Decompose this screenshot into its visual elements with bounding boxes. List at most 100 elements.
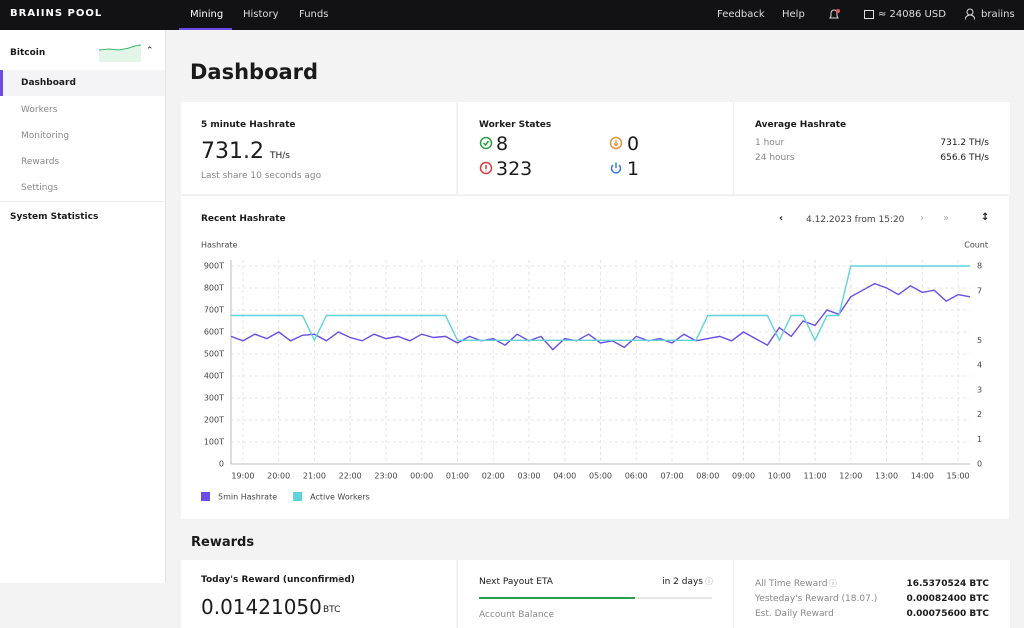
y-tick-label: 0 xyxy=(219,460,224,469)
x-tick-label: 00:00 xyxy=(410,472,433,481)
y-tick-label: 200T xyxy=(204,416,224,425)
dead-icon xyxy=(479,161,493,175)
dead-count[interactable]: 323 xyxy=(496,158,533,180)
stat-label: Est. Daily Reward xyxy=(755,609,834,619)
hashrate-unit: TH/s xyxy=(270,151,290,161)
x-tick-label: 07:00 xyxy=(660,472,683,481)
average-hashrate-card: Average Hashrate 1 hour 731.2 TH/s 24 ho… xyxy=(733,102,1010,194)
x-tick-label: 05:00 xyxy=(589,472,612,481)
y2-axis-title: Count xyxy=(964,241,988,250)
x-tick-label: 19:00 xyxy=(231,472,254,481)
today-reward-card: Today's Reward (unconfirmed) ⓘ 0.0142105… xyxy=(181,560,456,628)
y2-tick-label: 1 xyxy=(977,435,982,444)
info-icon[interactable]: ⓘ xyxy=(336,575,344,584)
prev-button[interactable]: ‹ xyxy=(779,213,784,224)
x-tick-label: 04:00 xyxy=(553,472,576,481)
date-range[interactable]: 4.12.2023 from 15:20 xyxy=(806,215,905,225)
nav-history[interactable]: History xyxy=(243,9,279,20)
divider xyxy=(0,201,165,202)
y2-tick-label: 5 xyxy=(977,336,982,345)
expand-button[interactable]: ↕ xyxy=(981,212,990,223)
nav-underline xyxy=(179,28,232,30)
card-label: Worker States xyxy=(479,120,552,130)
wallet-icon xyxy=(864,10,874,19)
x-tick-label: 14:00 xyxy=(911,472,934,481)
y-tick-label: 100T xyxy=(204,438,224,447)
sidebar-item[interactable]: Workers xyxy=(21,105,58,115)
sidebar-item[interactable]: Rewards xyxy=(21,157,60,167)
feedback-link[interactable]: Feedback xyxy=(717,9,765,20)
period-value: 731.2 TH/s xyxy=(940,138,989,148)
info-icon[interactable]: ⓘ xyxy=(705,577,713,586)
info-icon[interactable]: ⓘ xyxy=(829,579,837,588)
latest-button[interactable]: » xyxy=(943,213,950,224)
card-label: 5 minute Hashrate xyxy=(201,120,296,130)
x-tick-label: 22:00 xyxy=(339,472,362,481)
next-button[interactable]: › xyxy=(920,213,924,224)
x-tick-label: 11:00 xyxy=(804,472,827,481)
card-label: Today's Reward (unconfirmed) xyxy=(201,575,355,585)
off-count[interactable]: 1 xyxy=(627,158,640,180)
sidebar-item[interactable]: Settings xyxy=(21,183,58,193)
x-tick-label: 10:00 xyxy=(768,472,791,481)
stat-value: 0.00075600 BTC xyxy=(906,609,989,619)
x-tick-label: 20:00 xyxy=(267,472,290,481)
stat-value: 0.00082400 BTC xyxy=(906,594,989,604)
y2-tick-label: 0 xyxy=(977,460,982,469)
y-tick-label: 500T xyxy=(204,350,224,359)
payout-value: in 2 days xyxy=(662,577,703,587)
system-statistics[interactable]: System Statistics xyxy=(10,212,99,222)
help-link[interactable]: Help xyxy=(782,9,805,20)
collapse-icon[interactable]: ⌃ xyxy=(146,46,154,56)
y-tick-label: 400T xyxy=(204,372,224,381)
legend-swatch xyxy=(293,492,303,501)
balance[interactable]: ≈ 24086 USD xyxy=(878,9,946,20)
x-tick-label: 02:00 xyxy=(482,472,505,481)
stat-label: Yesteday's Reward (18.07.) xyxy=(755,594,878,604)
progress-bar xyxy=(479,597,635,599)
low-count[interactable]: 0 xyxy=(627,133,640,155)
hashrate-value: 731.2 xyxy=(201,139,264,164)
x-tick-label: 13:00 xyxy=(875,472,898,481)
x-tick-label: 06:00 xyxy=(625,472,648,481)
nav-mining[interactable]: Mining xyxy=(190,9,224,20)
x-tick-label: 03:00 xyxy=(517,472,540,481)
chart-title: Recent Hashrate xyxy=(201,214,286,224)
bell-icon[interactable] xyxy=(828,8,840,21)
nav-funds[interactable]: Funds xyxy=(299,9,329,20)
x-tick-label: 08:00 xyxy=(696,472,719,481)
sidebar-item[interactable]: Dashboard xyxy=(21,78,76,88)
x-tick-label: 15:00 xyxy=(947,472,970,481)
stat-value: 16.5370524 BTC xyxy=(906,579,989,589)
y2-tick-label: 3 xyxy=(977,385,982,394)
user-name[interactable]: braiins xyxy=(981,9,1015,20)
period: 24 hours xyxy=(755,153,795,163)
x-tick-label: 01:00 xyxy=(446,472,469,481)
logo[interactable]: BRAIINS POOL xyxy=(10,8,103,19)
coin-name[interactable]: Bitcoin xyxy=(10,48,46,58)
off-icon xyxy=(610,162,622,174)
y-tick-label: 700T xyxy=(204,306,224,315)
ok-count[interactable]: 8 xyxy=(496,133,509,155)
x-tick-label: 09:00 xyxy=(732,472,755,481)
x-tick-label: 12:00 xyxy=(839,472,862,481)
section-heading: Rewards xyxy=(191,535,255,550)
sidebar-item[interactable]: Monitoring xyxy=(21,131,70,141)
reward-value: 0.01421050 xyxy=(201,595,322,619)
y2-tick-label: 2 xyxy=(977,410,982,419)
y-tick-label: 300T xyxy=(204,394,224,403)
legend-label: Active Workers xyxy=(310,493,370,502)
active-item-bg xyxy=(0,70,165,96)
payout-card: Next Payout ETA in 2 days ⓘ Account Bala… xyxy=(457,560,733,628)
data-line xyxy=(230,282,971,351)
legend-swatch xyxy=(201,492,210,501)
reward-stats-card: All Time Reward ⓘ 16.5370524 BTC Yesteda… xyxy=(733,560,1010,628)
period-value: 656.6 TH/s xyxy=(940,153,989,163)
chart-card: Recent Hashrate ‹ 4.12.2023 from 15:20 ›… xyxy=(181,195,1009,519)
low-icon xyxy=(609,136,623,150)
y-tick-label: 900T xyxy=(204,262,224,271)
sparkline xyxy=(99,44,141,62)
top-bar: BRAIINS POOL Mining History Funds Feedba… xyxy=(0,0,1024,30)
